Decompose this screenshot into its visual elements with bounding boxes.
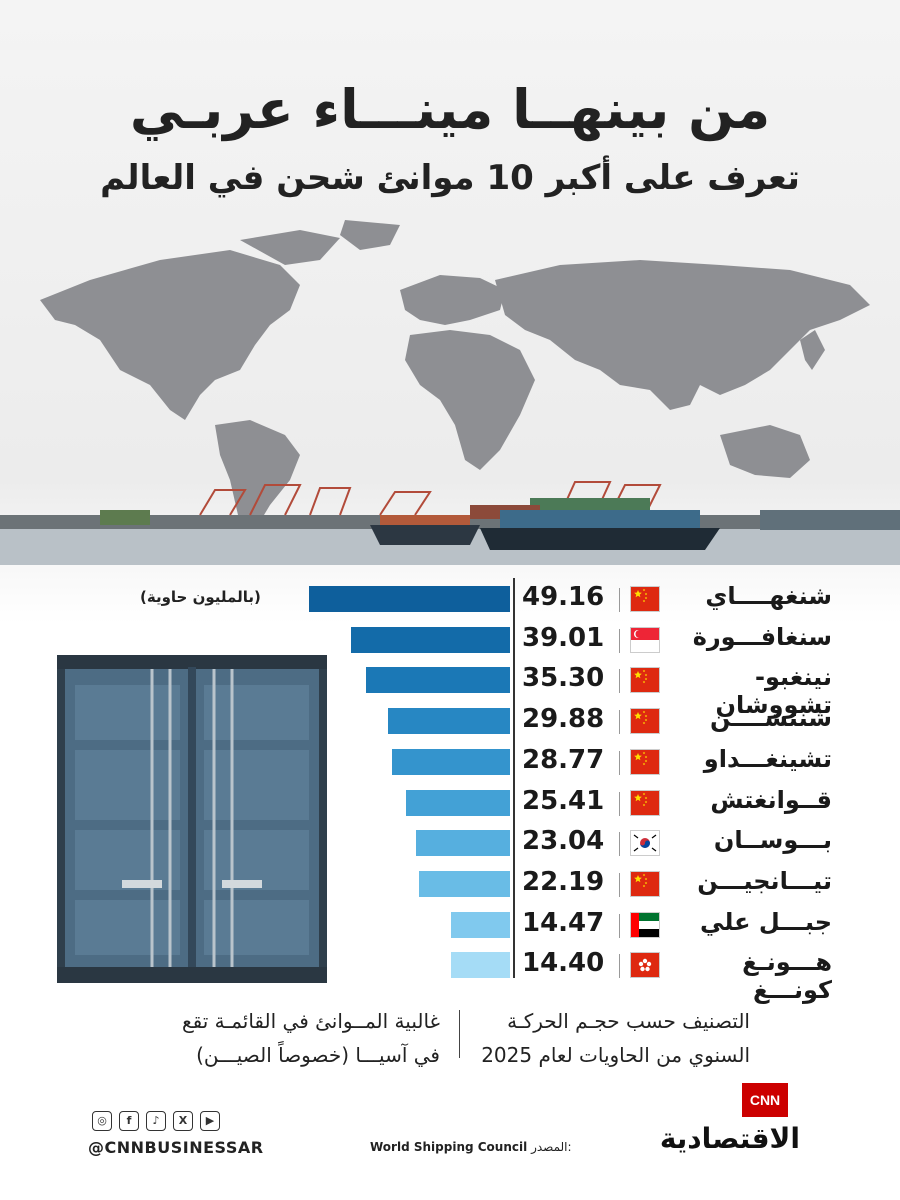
chart-row: 49.16 شنغهــــاي bbox=[0, 580, 900, 620]
x-icon[interactable]: X bbox=[173, 1110, 193, 1131]
source-credit: World Shipping Council المصدر: bbox=[370, 1140, 572, 1154]
row-separator bbox=[619, 832, 620, 857]
cnn-logo: CNN bbox=[742, 1083, 788, 1117]
bar bbox=[419, 870, 510, 897]
source-label: المصدر: bbox=[531, 1140, 572, 1154]
uae-flag-icon bbox=[630, 911, 660, 938]
row-separator bbox=[619, 669, 620, 694]
chart-row: 22.19 تيـــانجيـــن bbox=[0, 865, 900, 905]
bar bbox=[450, 911, 510, 938]
bar-value-label: 29.88 bbox=[522, 704, 605, 735]
chart-row: 39.01 سنغافـــورة bbox=[0, 621, 900, 661]
row-separator bbox=[619, 710, 620, 735]
facebook-icon[interactable]: f bbox=[119, 1110, 139, 1131]
port-name-label: تيـــانجيـــن bbox=[697, 866, 832, 895]
bar-value-label: 39.01 bbox=[522, 622, 605, 653]
notes-divider bbox=[459, 1010, 460, 1058]
page-title: من بينهــا مينـــاء عربـي bbox=[129, 78, 771, 141]
ranking-note-line1: التصنيف حسب حجـم الحركـة bbox=[507, 1009, 750, 1033]
cnn-arabic-logo: الاقتصادية bbox=[659, 1122, 800, 1155]
row-separator bbox=[619, 954, 620, 979]
chart-row: 29.88 شنتشــــن bbox=[0, 702, 900, 742]
row-separator bbox=[619, 750, 620, 775]
tiktok-icon[interactable]: ♪ bbox=[146, 1110, 166, 1131]
port-name-label: قــوانغتش bbox=[710, 785, 832, 814]
chart-row: 14.47 جبـــل علي bbox=[0, 906, 900, 946]
chart-row: 28.77 تشينغـــداو bbox=[0, 743, 900, 783]
singapore-flag-icon bbox=[630, 626, 660, 653]
row-separator bbox=[619, 588, 620, 612]
port-name-label: شنتشــــن bbox=[709, 704, 832, 733]
ranking-note: التصنيف حسب حجـم الحركـة السنوي من الحاو… bbox=[480, 1004, 750, 1072]
port-name-label: بـــوســان bbox=[713, 826, 832, 855]
chart-divider bbox=[513, 578, 515, 978]
social-handle[interactable]: @CNNBUSINESSAR bbox=[88, 1138, 264, 1157]
china-flag-icon bbox=[630, 708, 660, 735]
bar bbox=[451, 952, 510, 979]
china-flag-icon bbox=[630, 789, 660, 816]
bar bbox=[309, 586, 510, 612]
bar bbox=[350, 626, 510, 653]
china-flag-icon bbox=[630, 667, 660, 694]
social-icons: ◎ f ♪ X ▶ bbox=[92, 1110, 227, 1132]
port-name-label: نينغبو-تشووشان bbox=[715, 663, 833, 720]
world-map-image bbox=[40, 220, 870, 538]
row-separator bbox=[619, 791, 620, 816]
port-name-label: سنغافـــورة bbox=[692, 622, 832, 651]
chart-row: 25.41 قــوانغتش bbox=[0, 784, 900, 824]
port-harbor-image bbox=[0, 481, 900, 565]
chart-row: 14.40 هـــونـغ كونـــغ bbox=[0, 946, 900, 1004]
asia-note: غالبية المــوانئ في القائمـة تقع في آسيـ… bbox=[150, 1004, 440, 1072]
china-flag-icon bbox=[630, 870, 660, 897]
bar-value-label: 22.19 bbox=[522, 866, 605, 897]
bar-value-label: 25.41 bbox=[522, 785, 605, 816]
port-name-label: شنغهــــاي bbox=[705, 582, 832, 610]
page-subtitle: تعرف على أكبر 10 موانئ شحن في العالم bbox=[100, 158, 800, 198]
china-flag-icon bbox=[630, 586, 660, 612]
bar-value-label: 28.77 bbox=[522, 744, 605, 775]
row-separator bbox=[619, 872, 620, 897]
row-separator bbox=[619, 913, 620, 938]
source-name: World Shipping Council bbox=[370, 1140, 528, 1154]
bar bbox=[392, 748, 510, 775]
bar-value-label: 14.40 bbox=[522, 948, 605, 979]
bar-value-label: 49.16 bbox=[522, 582, 605, 612]
asia-note-line1: غالبية المــوانئ في القائمـة تقع bbox=[181, 1009, 440, 1033]
south-korea-flag-icon bbox=[630, 830, 660, 857]
instagram-icon[interactable]: ◎ bbox=[92, 1110, 112, 1131]
bar-value-label: 35.30 bbox=[522, 663, 605, 694]
youtube-icon[interactable]: ▶ bbox=[200, 1110, 220, 1131]
hong-kong-flag-icon bbox=[630, 952, 660, 979]
shipping-container-image bbox=[57, 655, 327, 983]
bar-value-label: 14.47 bbox=[522, 907, 605, 938]
asia-note-line2: في آسيـــا (خصوصاً الصيـــن) bbox=[196, 1043, 440, 1067]
bar bbox=[406, 789, 510, 816]
unit-label: (بالمليون حاوية) bbox=[140, 588, 261, 606]
port-name-label: هـــونـغ كونـــغ bbox=[742, 948, 832, 1005]
bar bbox=[415, 830, 510, 857]
port-name-label: تشينغـــداو bbox=[703, 744, 832, 773]
china-flag-icon bbox=[630, 748, 660, 775]
port-name-label: جبـــل علي bbox=[700, 907, 832, 936]
bar bbox=[387, 708, 510, 735]
ranking-note-line2: السنوي من الحاويات لعام 2025 bbox=[481, 1043, 750, 1067]
chart-row: 35.30 نينغبو-تشووشان bbox=[0, 661, 900, 719]
bar bbox=[365, 667, 510, 694]
bar-value-label: 23.04 bbox=[522, 826, 605, 857]
row-separator bbox=[619, 628, 620, 653]
chart-row: 23.04 بـــوســان bbox=[0, 824, 900, 864]
